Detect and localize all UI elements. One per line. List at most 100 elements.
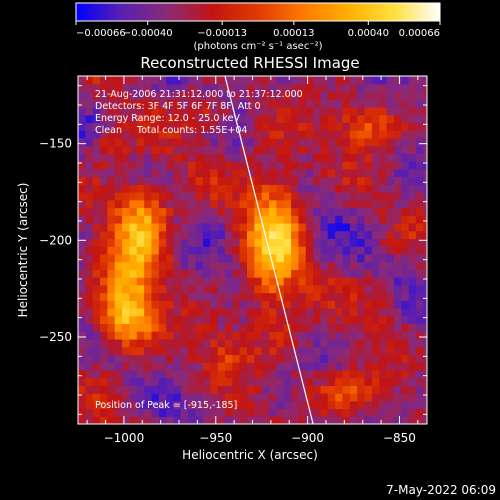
heatmap-cell xyxy=(298,300,307,309)
heatmap-cell xyxy=(393,369,402,379)
heatmap-cell xyxy=(393,145,402,154)
heatmap-cell xyxy=(180,161,189,170)
heatmap-cell xyxy=(320,408,329,417)
heatmap-cell xyxy=(423,238,427,247)
heatmap-cell xyxy=(261,300,270,309)
heatmap-cell xyxy=(100,99,108,108)
heatmap-cell xyxy=(202,277,211,286)
colorbar-tick-label: −0.00066 xyxy=(76,28,126,39)
heatmap-cell xyxy=(129,331,138,340)
heatmap-cell xyxy=(151,416,160,424)
heatmap-cell xyxy=(423,408,427,417)
heatmap-cell xyxy=(217,83,226,93)
heatmap-cell xyxy=(386,145,395,154)
heatmap-cell xyxy=(78,246,86,255)
heatmap-cell xyxy=(173,253,182,263)
heatmap-cell xyxy=(342,76,351,85)
heatmap-cell xyxy=(320,238,329,247)
heatmap-cell xyxy=(246,215,255,224)
heatmap-cell xyxy=(92,168,101,178)
heatmap-cell xyxy=(166,199,175,209)
heatmap-cell xyxy=(195,292,204,301)
heatmap-cell xyxy=(415,246,424,255)
heatmap-cell xyxy=(276,315,285,325)
heatmap-cell xyxy=(364,323,373,332)
heatmap-cell xyxy=(151,99,160,108)
heatmap-cell xyxy=(246,331,255,340)
heatmap-cell xyxy=(342,385,351,394)
heatmap-cell xyxy=(92,91,101,100)
heatmap-cell xyxy=(166,354,175,363)
heatmap-cell xyxy=(122,122,131,131)
heatmap-cell xyxy=(342,238,351,247)
heatmap-cell xyxy=(423,192,427,201)
heatmap-cell xyxy=(269,161,277,170)
heatmap-cell xyxy=(357,253,366,263)
heatmap-cell xyxy=(408,184,417,193)
heatmap-cell xyxy=(379,331,388,340)
heatmap-cell xyxy=(386,369,395,379)
heatmap-cell xyxy=(158,362,167,371)
heatmap-cell xyxy=(188,354,197,363)
heatmap-cell xyxy=(224,362,233,371)
heatmap-cell xyxy=(276,277,285,286)
heatmap-cell xyxy=(217,99,226,108)
heatmap-cell xyxy=(92,315,101,325)
heatmap-cell xyxy=(114,184,123,193)
heatmap-cell xyxy=(291,230,300,239)
heatmap-cell xyxy=(217,362,226,371)
y-tick-label: −200 xyxy=(39,233,72,247)
heatmap-cell xyxy=(85,153,94,162)
heatmap-cell xyxy=(298,130,307,139)
heatmap-cell xyxy=(188,222,197,232)
heatmap-cell xyxy=(166,308,175,317)
heatmap-cell xyxy=(129,300,138,309)
heatmap-cell xyxy=(401,168,410,178)
heatmap-cell xyxy=(349,215,358,224)
heatmap-cell xyxy=(239,122,248,131)
heatmap-cell xyxy=(349,338,358,348)
heatmap-cell xyxy=(78,83,86,93)
heatmap-cell xyxy=(151,369,160,379)
heatmap-cell xyxy=(283,400,292,410)
heatmap-cell xyxy=(78,99,86,108)
heatmap-cell xyxy=(269,153,277,162)
heatmap-cell xyxy=(78,91,86,100)
heatmap-cell xyxy=(386,377,395,386)
heatmap-cell xyxy=(335,114,344,123)
heatmap-cell xyxy=(357,199,366,209)
heatmap-cell xyxy=(415,253,424,263)
heatmap-cell xyxy=(232,284,241,294)
heatmap-cell xyxy=(92,277,101,286)
heatmap-cell xyxy=(114,145,123,154)
heatmap-cell xyxy=(136,315,145,325)
heatmap-cell xyxy=(364,192,373,201)
heatmap-cell xyxy=(269,122,277,131)
heatmap-cell xyxy=(364,246,373,255)
heatmap-cell xyxy=(364,199,373,209)
heatmap-cell xyxy=(401,215,410,224)
heatmap-cell xyxy=(408,207,417,216)
heatmap-cell xyxy=(415,176,424,185)
heatmap-cell xyxy=(335,184,344,193)
heatmap-cell xyxy=(158,246,167,255)
heatmap-cell xyxy=(313,168,322,178)
heatmap-cell xyxy=(320,176,329,185)
heatmap-cell xyxy=(371,277,380,286)
heatmap-cell xyxy=(151,315,160,325)
heatmap-cell xyxy=(357,416,366,424)
heatmap-cell xyxy=(129,323,138,332)
heatmap-cell xyxy=(114,215,123,224)
heatmap-cell xyxy=(379,346,388,355)
heatmap-cell xyxy=(188,408,197,417)
heatmap-cell xyxy=(313,331,322,340)
heatmap-cell xyxy=(166,99,175,108)
heatmap-cell xyxy=(393,238,402,247)
heatmap-cell xyxy=(408,400,417,410)
heatmap-cell xyxy=(291,76,300,85)
heatmap-cell xyxy=(393,184,402,193)
heatmap-cell xyxy=(144,354,153,363)
heatmap-cell xyxy=(210,292,219,301)
heatmap-cell xyxy=(305,292,314,301)
heatmap-cell xyxy=(327,369,336,379)
